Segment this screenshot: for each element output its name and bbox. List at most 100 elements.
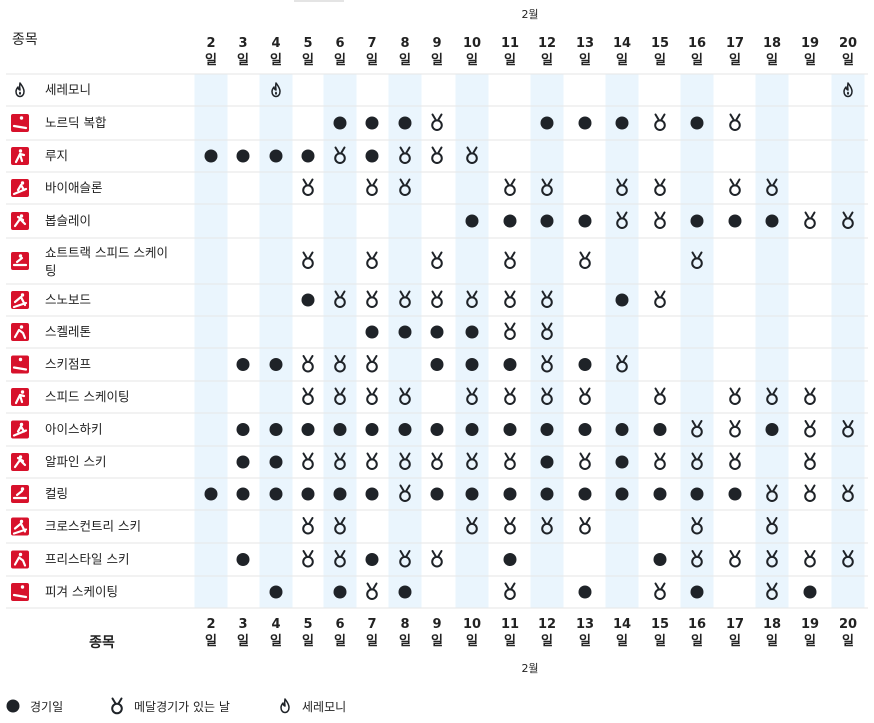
day-header-top: 5 bbox=[303, 36, 312, 51]
game-day-dot bbox=[333, 585, 347, 599]
day-suffix-bottom: 일 bbox=[842, 634, 854, 649]
game-day-dot bbox=[398, 116, 412, 130]
day-header-bottom: 8 bbox=[400, 617, 409, 632]
game-day-dot bbox=[269, 149, 283, 163]
medal-icon bbox=[504, 517, 516, 535]
medal-icon bbox=[654, 113, 666, 132]
day-suffix-bottom: 일 bbox=[334, 634, 346, 649]
sport-name: 피겨 스케이팅 bbox=[45, 584, 118, 599]
medal-icon bbox=[804, 387, 816, 406]
game-day-dot bbox=[269, 585, 283, 599]
game-day-dot bbox=[615, 293, 629, 307]
medal-icon bbox=[399, 484, 411, 503]
legend-game-day-label: 경기일 bbox=[30, 699, 64, 714]
game-day-dot bbox=[465, 214, 479, 228]
day-header-top: 14 bbox=[613, 36, 631, 51]
ceremony-icon bbox=[15, 82, 25, 98]
game-day-dot bbox=[236, 455, 250, 469]
medal-icon bbox=[334, 517, 346, 535]
game-day-dot bbox=[430, 423, 444, 436]
day-column-shade bbox=[530, 74, 564, 608]
medal-icon bbox=[431, 251, 443, 270]
game-day-dot bbox=[540, 455, 554, 469]
sport-column-header-top: 종목 bbox=[12, 32, 38, 48]
day-header-bottom: 10 bbox=[463, 617, 481, 632]
day-suffix-bottom: 일 bbox=[691, 634, 703, 649]
medal-icon bbox=[466, 452, 478, 471]
medal-icon bbox=[302, 251, 314, 270]
medal-icon bbox=[654, 211, 666, 230]
medal-icon bbox=[766, 582, 778, 601]
day-suffix-bottom: 일 bbox=[431, 634, 443, 649]
game-day-dot bbox=[615, 455, 629, 469]
day-header-top: 10 bbox=[463, 36, 481, 51]
legend-medal-day-label: 메달경기가 있는 날 bbox=[134, 699, 230, 714]
medal-icon bbox=[541, 355, 553, 373]
game-day-dot bbox=[465, 487, 479, 501]
medal-icon bbox=[804, 420, 816, 438]
day-suffix-top: 일 bbox=[431, 53, 443, 68]
medal-icon bbox=[541, 322, 553, 341]
game-day-dot bbox=[690, 585, 704, 599]
game-day-dot bbox=[540, 487, 554, 501]
day-suffix-bottom: 일 bbox=[466, 634, 478, 649]
day-suffix-top: 일 bbox=[270, 53, 282, 68]
medal-icon bbox=[766, 387, 778, 406]
month-label-top: 2월 bbox=[521, 8, 538, 21]
day-column-shade bbox=[259, 74, 293, 608]
medal-icon bbox=[399, 290, 411, 309]
game-day-dot bbox=[430, 325, 444, 339]
medal-icon bbox=[729, 452, 741, 471]
day-suffix-bottom: 일 bbox=[804, 634, 816, 649]
top-divider bbox=[294, 0, 344, 2]
day-suffix-top: 일 bbox=[466, 53, 478, 68]
medal-icon bbox=[541, 517, 553, 535]
game-day-dot bbox=[615, 487, 629, 501]
game-day-dot bbox=[503, 553, 517, 566]
day-suffix-top: 일 bbox=[504, 53, 516, 68]
medal-icon bbox=[691, 420, 703, 438]
game-day-dot bbox=[236, 487, 250, 501]
day-column-shade bbox=[755, 74, 789, 608]
day-suffix-top: 일 bbox=[842, 53, 854, 68]
game-day-dot bbox=[540, 423, 554, 436]
ski-jumping-icon bbox=[11, 355, 29, 374]
medal-icon bbox=[334, 387, 346, 406]
medal-icon bbox=[504, 582, 516, 601]
game-day-dot bbox=[301, 423, 315, 436]
medal-icon bbox=[579, 251, 591, 270]
figure-skating-icon bbox=[11, 583, 29, 601]
day-suffix-bottom: 일 bbox=[399, 634, 411, 649]
game-day-dot bbox=[503, 214, 517, 228]
day-suffix-bottom: 일 bbox=[504, 634, 516, 649]
day-header-top: 3 bbox=[238, 36, 247, 51]
medal-icon bbox=[334, 355, 346, 373]
game-day-dot bbox=[690, 214, 704, 228]
game-day-dot bbox=[465, 325, 479, 339]
game-day-dot bbox=[578, 358, 592, 371]
legend-game-day: 경기일 bbox=[6, 696, 63, 716]
day-suffix-top: 일 bbox=[399, 53, 411, 68]
day-column-shade bbox=[831, 74, 865, 608]
game-day-dot bbox=[690, 487, 704, 501]
game-day-dot bbox=[578, 487, 592, 501]
legend: 경기일 메달경기가 있는 날 세레모니 bbox=[0, 690, 874, 723]
day-header-bottom: 16 bbox=[688, 617, 706, 632]
day-suffix-top: 일 bbox=[729, 53, 741, 68]
game-day-dot bbox=[503, 423, 517, 436]
day-suffix-top: 일 bbox=[541, 53, 553, 68]
ceremony-icon bbox=[280, 698, 290, 714]
luge-icon bbox=[11, 147, 29, 165]
sport-name: 프리스타일 스키 bbox=[45, 552, 129, 567]
game-day-dot bbox=[578, 214, 592, 228]
medal-icon bbox=[541, 290, 553, 309]
game-day-dot bbox=[301, 487, 315, 501]
medal-icon bbox=[729, 178, 741, 197]
day-header-top: 8 bbox=[400, 36, 409, 51]
medal-icon bbox=[579, 452, 591, 471]
day-suffix-bottom: 일 bbox=[579, 634, 591, 649]
sport-name: 컬링 bbox=[45, 486, 68, 501]
sport-name: 알파인 스키 bbox=[45, 454, 106, 469]
medal-icon bbox=[504, 290, 516, 309]
medal-icon bbox=[366, 387, 378, 406]
